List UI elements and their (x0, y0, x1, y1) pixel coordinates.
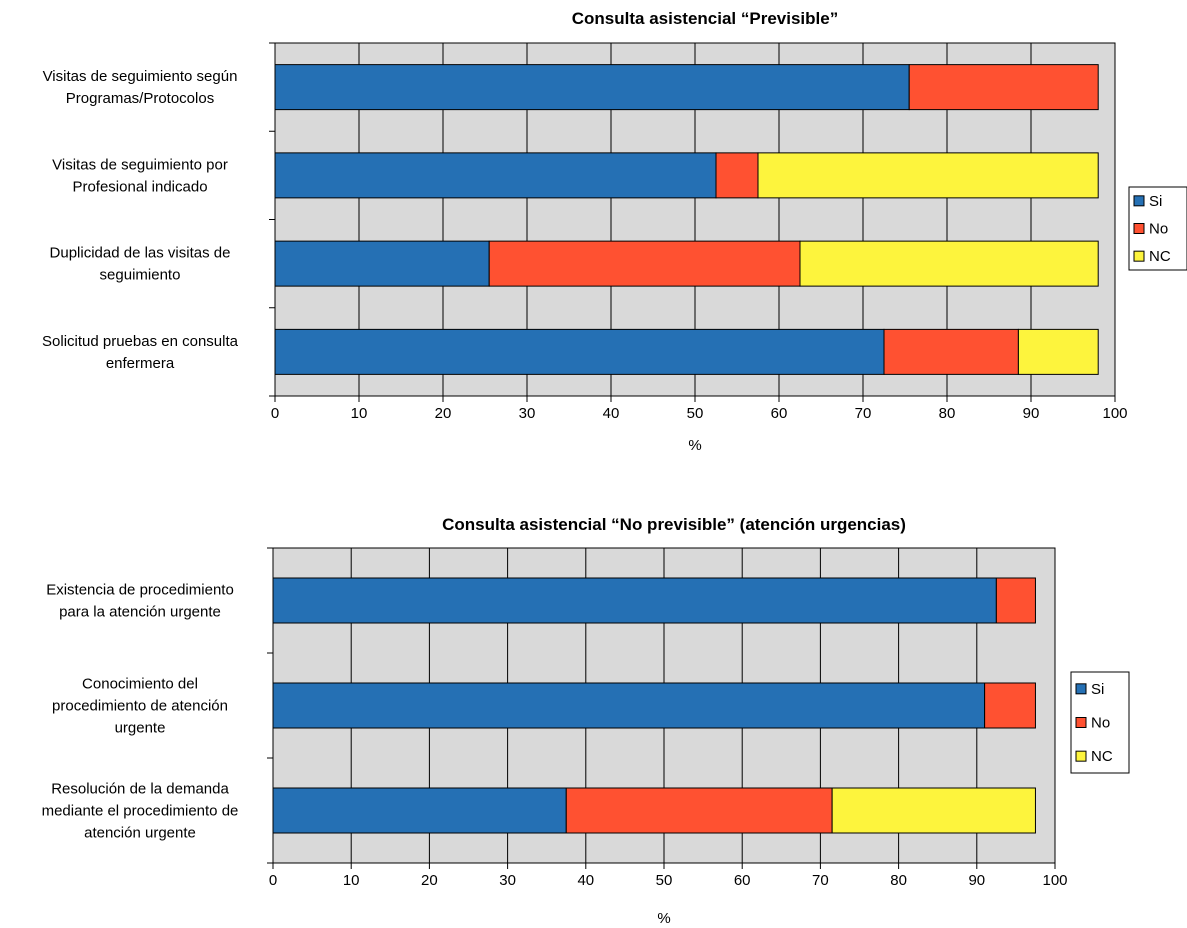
bar-si-0 (273, 578, 996, 623)
bar-nc-2 (832, 788, 1035, 833)
category-label: Visitas de seguimiento por (52, 156, 228, 173)
category-label: para la atención urgente (59, 604, 221, 621)
x-tick-label: 0 (269, 872, 277, 889)
bar-no-1 (716, 153, 758, 198)
bar-no-3 (884, 329, 1018, 374)
legend-swatch-nc (1134, 251, 1144, 261)
bar-nc-3 (1018, 329, 1098, 374)
category-label: Conocimiento del (82, 676, 198, 693)
category-label: procedimiento de atención (52, 698, 228, 715)
x-tick-label: 20 (435, 405, 452, 422)
x-tick-label: 30 (499, 872, 516, 889)
bar-no-2 (566, 788, 832, 833)
legend-swatch-si (1134, 196, 1144, 206)
bar-si-2 (275, 241, 489, 286)
category-label: atención urgente (84, 825, 196, 842)
bar-no-1 (985, 683, 1036, 728)
x-tick-label: 80 (890, 872, 907, 889)
bar-si-0 (275, 65, 909, 110)
category-label: Solicitud pruebas en consulta (42, 333, 239, 350)
x-tick-label: 50 (656, 872, 673, 889)
chart-title: Consulta asistencial “No previsible” (at… (442, 515, 906, 534)
chart-title: Consulta asistencial “Previsible” (572, 9, 838, 28)
x-tick-label: 60 (771, 405, 788, 422)
x-tick-label: 80 (939, 405, 956, 422)
bar-no-2 (489, 241, 800, 286)
bar-no-0 (909, 65, 1098, 110)
legend-swatch-nc (1076, 751, 1086, 761)
category-label: Visitas de seguimiento según (43, 68, 238, 85)
legend-label-nc: NC (1149, 248, 1171, 265)
x-tick-label: 70 (855, 405, 872, 422)
x-tick-label: 100 (1102, 405, 1127, 422)
legend-swatch-si (1076, 684, 1086, 694)
category-label: urgente (115, 720, 166, 737)
legend-label-si: Si (1149, 193, 1162, 210)
x-tick-label: 20 (421, 872, 438, 889)
category-label: Programas/Protocolos (66, 90, 214, 107)
category-label: Existencia de procedimiento (46, 582, 234, 599)
bar-nc-1 (758, 153, 1098, 198)
chart-previsible: Consulta asistencial “Previsible” Visitas… (42, 9, 1187, 454)
x-tick-label: 10 (351, 405, 368, 422)
bar-si-2 (273, 788, 566, 833)
bar-no-0 (996, 578, 1035, 623)
x-axis-label: % (688, 437, 701, 454)
bar-si-3 (275, 329, 884, 374)
category-label: seguimiento (100, 267, 181, 284)
category-label: Resolución de la demanda (51, 781, 229, 798)
x-tick-label: 70 (812, 872, 829, 889)
x-tick-label: 0 (271, 405, 279, 422)
x-axis-label: % (657, 910, 670, 927)
legend-swatch-no (1134, 224, 1144, 234)
x-tick-label: 40 (603, 405, 620, 422)
x-tick-label: 100 (1042, 872, 1067, 889)
x-tick-label: 50 (687, 405, 704, 422)
legend-label-nc: NC (1091, 748, 1113, 765)
x-tick-label: 90 (968, 872, 985, 889)
x-tick-label: 10 (343, 872, 360, 889)
legend-swatch-no (1076, 718, 1086, 728)
chart-no-previsible: Consulta asistencial “No previsible” (at… (42, 515, 1129, 927)
legend-label-si: Si (1091, 681, 1104, 698)
x-tick-label: 60 (734, 872, 751, 889)
legend-label-no: No (1091, 715, 1110, 732)
x-tick-label: 40 (577, 872, 594, 889)
category-label: mediante el procedimiento de (42, 803, 239, 820)
category-label: Profesional indicado (72, 178, 207, 195)
x-tick-label: 90 (1023, 405, 1040, 422)
bar-si-1 (275, 153, 716, 198)
category-label: Duplicidad de las visitas de (50, 245, 231, 262)
bar-nc-2 (800, 241, 1098, 286)
x-tick-label: 30 (519, 405, 536, 422)
category-label: enfermera (106, 355, 175, 372)
legend-label-no: No (1149, 221, 1168, 238)
bar-si-1 (273, 683, 985, 728)
